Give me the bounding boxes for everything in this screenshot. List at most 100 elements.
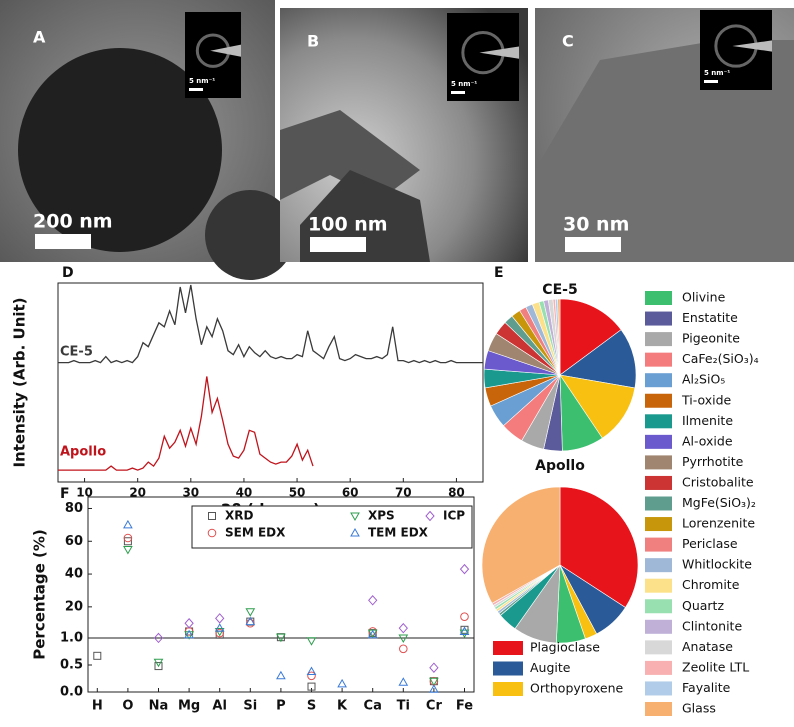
marker	[245, 616, 256, 626]
legend-label: CaFe₂(SiO₃)₄	[682, 351, 759, 366]
pie-title: CE-5	[542, 282, 577, 298]
inset-bar	[451, 91, 465, 94]
marker	[245, 608, 256, 617]
beam-stop	[210, 44, 241, 57]
legend-swatch	[645, 291, 672, 305]
x-tick-label: 80	[448, 486, 465, 500]
marker	[306, 666, 317, 675]
panel-label: E	[494, 265, 504, 281]
marker	[350, 527, 360, 537]
legend-label: MgFe(SiO₃)₂	[682, 495, 756, 510]
inset-scale: 5 nm⁻¹	[704, 69, 730, 77]
marker	[123, 545, 133, 555]
marker	[459, 563, 470, 575]
x-tick-label: 30	[182, 486, 199, 500]
x-tick-label: 70	[395, 486, 412, 500]
legend-label: Quartz	[682, 598, 724, 613]
panel-label: C	[562, 32, 574, 51]
inset	[185, 12, 241, 98]
y-tick-label: 40	[65, 567, 83, 582]
legend-swatch	[645, 660, 672, 675]
y-tick-label: 20	[65, 599, 83, 614]
legend-label: Whitlockite	[682, 557, 752, 572]
marker	[459, 629, 470, 639]
y-axis-label: Intensity (Arb. Unit)	[11, 297, 29, 467]
x-tick-label: Mg	[178, 699, 200, 714]
legend-label: Orthopyroxene	[530, 681, 624, 696]
particle	[205, 190, 295, 280]
marker	[398, 622, 408, 634]
marker	[214, 627, 225, 637]
x-tick-label: Al	[212, 699, 227, 714]
x-tick-label: Ti	[397, 699, 410, 714]
inset-scale: 5 nm⁻¹	[451, 80, 477, 88]
x-tick-label: 60	[342, 486, 359, 500]
legend-label: Augite	[530, 660, 571, 675]
legend-swatch	[645, 702, 672, 716]
pie-slice	[559, 329, 637, 389]
legend-swatch	[645, 393, 672, 408]
marker	[429, 662, 439, 673]
marker	[184, 629, 194, 639]
marker	[368, 595, 378, 606]
legend-swatch	[645, 373, 672, 388]
legend-label: XPS	[368, 509, 395, 523]
marker	[184, 617, 194, 629]
x-tick-label: 10	[76, 486, 93, 500]
legend-swatch	[493, 682, 523, 696]
legend-swatch	[645, 311, 672, 326]
legend-swatch	[645, 681, 672, 696]
inset-scale: 5 nm⁻¹	[189, 77, 215, 85]
marker	[398, 634, 409, 644]
marker	[153, 632, 164, 644]
scale-bar	[310, 237, 366, 252]
legend-swatch	[645, 537, 672, 552]
particle	[18, 48, 222, 252]
marker	[399, 644, 408, 654]
y-tick-label: 60	[65, 534, 83, 549]
panel-label: F	[60, 486, 70, 502]
legend-label: XRD	[225, 509, 253, 523]
x-tick-label: Fe	[456, 699, 473, 714]
y-axis-label: Percentage (%)	[31, 529, 49, 659]
scale-label: 30 nm	[563, 214, 629, 236]
pie-slice	[559, 374, 636, 439]
legend-label: Glass	[682, 701, 716, 716]
x-tick-label: P	[276, 699, 286, 714]
series-label: Apollo	[60, 445, 106, 460]
legend-label: Periclase	[682, 536, 738, 551]
pie-slice	[557, 298, 561, 376]
marker	[154, 662, 163, 671]
marker	[215, 628, 224, 638]
y-tick-label: 0.0	[60, 685, 83, 700]
pie-slice	[559, 298, 622, 376]
marker	[246, 618, 255, 628]
legend-label: Enstatite	[682, 310, 738, 325]
beam-stop	[479, 46, 519, 59]
legend-swatch	[645, 640, 672, 655]
series-label: CE-5	[60, 345, 93, 360]
particle	[535, 40, 794, 262]
legend-label: Al₂SiO₅	[682, 372, 725, 387]
scale-bar	[35, 234, 91, 249]
inset-bar	[704, 80, 718, 83]
legend-swatch	[645, 496, 672, 511]
legend-swatch	[493, 661, 523, 676]
x-tick-label: H	[92, 699, 103, 714]
plot-frame	[57, 282, 484, 483]
panel-label: A	[33, 28, 46, 47]
legend-label: ICP	[443, 509, 465, 523]
marker	[207, 528, 217, 538]
marker	[93, 651, 102, 660]
beam-stop	[732, 40, 772, 52]
marker	[429, 677, 439, 687]
legend-swatch	[645, 517, 672, 532]
x-tick-label: 20	[129, 486, 146, 500]
marker	[429, 684, 439, 693]
legend-label: Ilmenite	[682, 413, 733, 428]
marker	[215, 613, 225, 624]
inset	[447, 13, 519, 101]
legend-label: TEM EDX	[368, 526, 429, 540]
marker	[276, 633, 286, 643]
pie-title: Apollo	[535, 458, 585, 474]
